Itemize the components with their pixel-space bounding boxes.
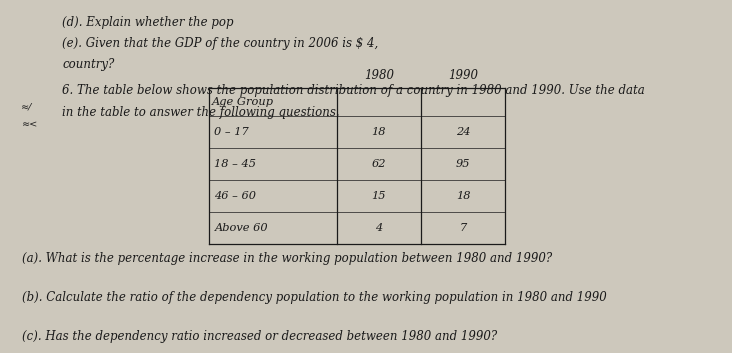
- Text: (e). Given that the GDP of the country in 2006 is $ 4,: (e). Given that the GDP of the country i…: [62, 37, 378, 50]
- Text: 24: 24: [456, 127, 470, 137]
- Text: 4: 4: [376, 223, 382, 233]
- Text: 18 – 45: 18 – 45: [214, 159, 256, 169]
- Text: in the table to answer the following questions.: in the table to answer the following que…: [62, 106, 340, 119]
- Text: 0 – 17: 0 – 17: [214, 127, 249, 137]
- Text: country?: country?: [62, 58, 114, 71]
- Text: 46 – 60: 46 – 60: [214, 191, 256, 201]
- Text: Age Group: Age Group: [212, 97, 274, 107]
- Text: 7: 7: [460, 223, 466, 233]
- Text: 95: 95: [456, 159, 470, 169]
- Text: Above 60: Above 60: [214, 223, 268, 233]
- Text: 15: 15: [372, 191, 386, 201]
- Text: (b). Calculate the ratio of the dependency population to the working population : (b). Calculate the ratio of the dependen…: [22, 291, 607, 304]
- Text: 62: 62: [372, 159, 386, 169]
- Text: (c). Has the dependency ratio increased or decreased between 1980 and 1990?: (c). Has the dependency ratio increased …: [22, 330, 497, 343]
- Text: (d). Explain whether the pop: (d). Explain whether the pop: [62, 16, 234, 29]
- Text: ≈<: ≈<: [22, 120, 38, 129]
- Text: 6. The table below shows the population distribution of a country in 1980 and 19: 6. The table below shows the population …: [62, 84, 645, 97]
- Text: (a). What is the percentage increase in the working population between 1980 and : (a). What is the percentage increase in …: [22, 252, 552, 265]
- Text: 1980: 1980: [364, 68, 394, 82]
- Text: ≈/: ≈/: [20, 102, 32, 111]
- Text: 1990: 1990: [448, 68, 478, 82]
- Text: 18: 18: [372, 127, 386, 137]
- Text: 18: 18: [456, 191, 470, 201]
